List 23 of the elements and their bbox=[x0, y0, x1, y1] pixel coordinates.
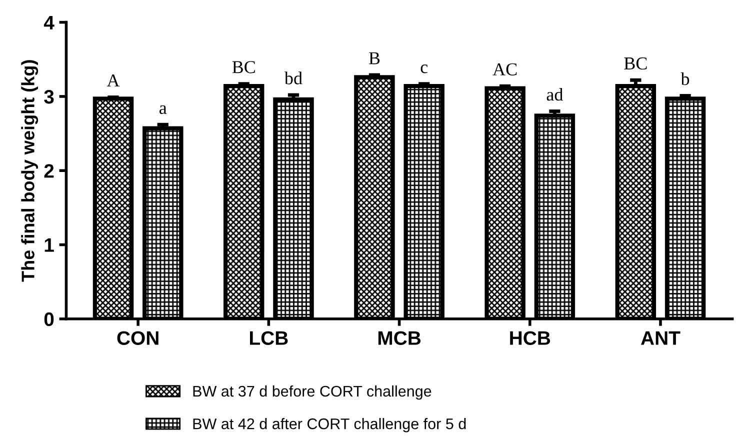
y-tick-label: 0 bbox=[44, 312, 54, 326]
y-tick-label: 1 bbox=[44, 238, 54, 252]
data-label: ad bbox=[546, 88, 563, 101]
legend-label: BW at 42 d after CORT challenge for 5 d bbox=[193, 418, 466, 432]
x-tick-label: HCB bbox=[510, 331, 550, 345]
data-label: bd bbox=[284, 72, 302, 84]
data-label: BC bbox=[624, 57, 647, 70]
y-tick-label: 3 bbox=[44, 90, 54, 104]
x-tick-label: LCB bbox=[250, 331, 288, 345]
y-tick-label: 4 bbox=[44, 16, 54, 30]
data-label: BC bbox=[232, 61, 255, 74]
y-axis-title: The final body weight (kg) bbox=[21, 60, 38, 282]
data-label: c bbox=[420, 64, 428, 74]
data-label: a bbox=[160, 105, 167, 114]
data-label: b bbox=[680, 72, 690, 86]
x-tick-label: MCB bbox=[378, 331, 421, 345]
x-tick-label: CON bbox=[117, 331, 158, 345]
data-label: B bbox=[368, 52, 380, 64]
data-label: AC bbox=[492, 63, 517, 76]
y-tick-label: 2 bbox=[44, 164, 54, 178]
x-tick-label: ANT bbox=[640, 331, 680, 345]
legend-label: BW at 37 d before CORT challenge bbox=[193, 385, 432, 400]
data-label: A bbox=[106, 74, 120, 86]
